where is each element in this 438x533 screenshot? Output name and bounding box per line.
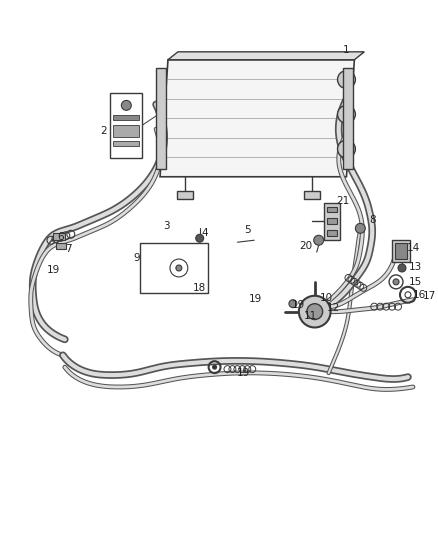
- Bar: [140, 243, 208, 293]
- Bar: [156, 68, 166, 169]
- Circle shape: [289, 300, 297, 308]
- Bar: [110, 93, 142, 158]
- Text: 19: 19: [292, 300, 305, 310]
- Circle shape: [355, 223, 365, 233]
- Circle shape: [307, 304, 323, 320]
- Text: 17: 17: [423, 291, 436, 301]
- Text: 20: 20: [299, 241, 312, 251]
- Circle shape: [338, 140, 355, 158]
- Text: 2: 2: [100, 126, 107, 136]
- Bar: [327, 230, 336, 236]
- Text: 5: 5: [244, 225, 251, 235]
- Bar: [395, 243, 407, 259]
- Circle shape: [176, 265, 182, 271]
- Bar: [113, 115, 139, 120]
- Text: 19: 19: [237, 368, 250, 378]
- Bar: [327, 219, 336, 224]
- Text: 14: 14: [407, 243, 420, 253]
- Text: 13: 13: [409, 262, 423, 272]
- Circle shape: [338, 106, 355, 123]
- Circle shape: [212, 365, 216, 369]
- Bar: [53, 233, 65, 240]
- Bar: [177, 191, 193, 199]
- Bar: [304, 191, 320, 199]
- Polygon shape: [160, 60, 354, 177]
- Text: 9: 9: [133, 253, 140, 263]
- Bar: [343, 68, 353, 169]
- Circle shape: [299, 296, 331, 327]
- Bar: [324, 203, 339, 240]
- Circle shape: [393, 279, 399, 285]
- Bar: [327, 206, 336, 213]
- Bar: [392, 240, 410, 262]
- Text: 11: 11: [304, 311, 318, 320]
- Text: 3: 3: [162, 221, 170, 231]
- Circle shape: [196, 235, 204, 242]
- Text: 18: 18: [193, 283, 206, 293]
- Text: 19: 19: [46, 265, 60, 275]
- Text: 8: 8: [369, 215, 375, 225]
- Bar: [113, 125, 139, 137]
- Text: 4: 4: [201, 228, 208, 238]
- Circle shape: [314, 235, 324, 245]
- Text: 21: 21: [336, 196, 349, 206]
- Text: 6: 6: [57, 232, 64, 242]
- Bar: [113, 141, 139, 146]
- Bar: [56, 243, 66, 249]
- Text: 15: 15: [409, 277, 423, 287]
- Text: 10: 10: [320, 293, 333, 303]
- Circle shape: [398, 264, 406, 272]
- Polygon shape: [168, 52, 364, 60]
- Circle shape: [338, 71, 355, 88]
- Text: 7: 7: [66, 244, 72, 254]
- Text: 1: 1: [343, 45, 350, 55]
- Text: 19: 19: [249, 294, 262, 304]
- Circle shape: [121, 100, 131, 110]
- Text: 12: 12: [327, 303, 340, 313]
- Text: 16: 16: [413, 290, 427, 300]
